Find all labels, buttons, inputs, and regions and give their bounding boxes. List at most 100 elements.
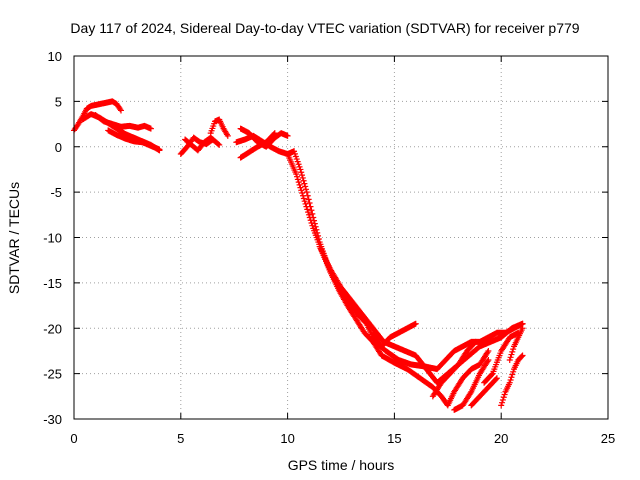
data-point <box>309 210 316 217</box>
data-point <box>301 180 308 187</box>
data-marks <box>71 98 526 413</box>
x-tick-label: 10 <box>280 431 294 446</box>
axis-ticks <box>73 55 609 420</box>
data-point <box>117 106 124 113</box>
data-point <box>303 203 310 210</box>
data-point <box>299 192 306 199</box>
data-point <box>271 130 278 137</box>
data-point <box>307 217 314 224</box>
data-point <box>300 177 307 184</box>
data-point <box>507 376 514 383</box>
data-point <box>500 394 507 401</box>
data-point <box>506 379 513 386</box>
chart-title: Day 117 of 2024, Sidereal Day-to-day VTE… <box>70 20 579 36</box>
y-tick-labels: 10 5 0 -5 -10 -15 -20 -25 -30 <box>43 49 62 427</box>
y-tick-label: 10 <box>48 49 62 64</box>
data-point <box>499 399 506 406</box>
data-point <box>471 339 478 346</box>
data-series <box>370 320 419 350</box>
data-series <box>207 116 231 139</box>
gridlines <box>74 56 608 419</box>
data-point <box>147 125 154 132</box>
data-point <box>302 200 309 207</box>
y-tick-label: -15 <box>43 276 62 291</box>
data-point <box>510 346 517 353</box>
data-point <box>215 141 222 148</box>
data-point <box>488 371 495 378</box>
data-point <box>519 352 526 359</box>
data-point <box>117 107 124 114</box>
data-series <box>468 375 500 409</box>
y-tick-label: -30 <box>43 412 62 427</box>
x-tick-label: 20 <box>494 431 508 446</box>
y-tick-label: -5 <box>50 185 62 200</box>
data-point <box>509 348 516 355</box>
data-point <box>501 391 508 398</box>
x-tick-label: 25 <box>601 431 615 446</box>
data-point <box>484 358 491 365</box>
data-series <box>284 151 492 409</box>
x-tick-label: 5 <box>177 431 184 446</box>
data-series <box>182 134 223 154</box>
data-point <box>299 172 306 179</box>
data-series <box>429 338 479 400</box>
y-tick-label: -25 <box>43 367 62 382</box>
data-point <box>493 375 500 382</box>
data-point <box>224 132 231 139</box>
data-point <box>296 181 303 188</box>
data-point <box>300 195 307 202</box>
data-point <box>298 169 305 176</box>
y-tick-label: 5 <box>55 94 62 109</box>
data-point <box>305 196 312 203</box>
data-point <box>303 189 310 196</box>
data-series <box>498 352 526 409</box>
data-point <box>498 402 505 409</box>
data-point <box>293 173 300 180</box>
data-point <box>156 146 163 153</box>
data-point <box>499 396 506 403</box>
y-axis-title: SDTVAR / TECUs <box>6 182 22 294</box>
y-tick-label: 0 <box>55 140 62 155</box>
data-point <box>508 374 515 381</box>
data-point <box>509 371 516 378</box>
data-point <box>294 176 301 183</box>
data-point <box>485 357 492 364</box>
data-point <box>467 390 474 397</box>
data-point <box>472 338 479 345</box>
data-point <box>309 222 316 229</box>
data-point <box>299 190 306 197</box>
data-point <box>506 357 513 364</box>
data-point <box>293 170 300 177</box>
x-tick-label: 15 <box>387 431 401 446</box>
data-point <box>508 351 515 358</box>
data-series <box>237 130 278 161</box>
data-series <box>506 325 526 364</box>
data-point <box>493 376 500 383</box>
data-point <box>304 206 311 213</box>
y-tick-label: -20 <box>43 321 62 336</box>
data-point <box>297 166 304 173</box>
data-series <box>316 243 526 386</box>
data-series <box>451 357 492 413</box>
data-point <box>306 200 313 207</box>
data-point <box>485 347 492 354</box>
data-point <box>303 186 310 193</box>
x-tick-labels: 0 5 10 15 20 25 <box>70 431 615 446</box>
data-point <box>302 183 309 190</box>
data-point <box>308 207 315 214</box>
data-point <box>295 179 302 186</box>
data-point <box>412 320 419 327</box>
data-point <box>301 198 308 205</box>
x-axis-title: GPS time / hours <box>288 457 395 473</box>
y-tick-label: -10 <box>43 231 62 246</box>
data-point <box>507 354 514 361</box>
data-point <box>216 141 223 148</box>
data-point <box>306 214 313 221</box>
data-point <box>298 187 305 194</box>
data-point <box>297 184 304 191</box>
data-point <box>299 174 306 181</box>
data-point <box>519 325 526 332</box>
data-series <box>105 127 163 153</box>
data-point <box>270 131 277 138</box>
